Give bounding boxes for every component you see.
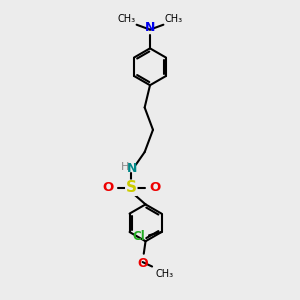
Text: H: H xyxy=(121,162,129,172)
Text: CH₃: CH₃ xyxy=(164,14,182,24)
Text: N: N xyxy=(145,21,155,34)
Text: CH₃: CH₃ xyxy=(118,14,136,24)
Text: S: S xyxy=(126,180,137,195)
Text: N: N xyxy=(127,162,137,175)
Text: O: O xyxy=(102,181,113,194)
Text: Cl: Cl xyxy=(133,230,146,243)
Text: CH₃: CH₃ xyxy=(155,268,173,279)
Text: O: O xyxy=(149,181,160,194)
Text: O: O xyxy=(137,257,148,270)
